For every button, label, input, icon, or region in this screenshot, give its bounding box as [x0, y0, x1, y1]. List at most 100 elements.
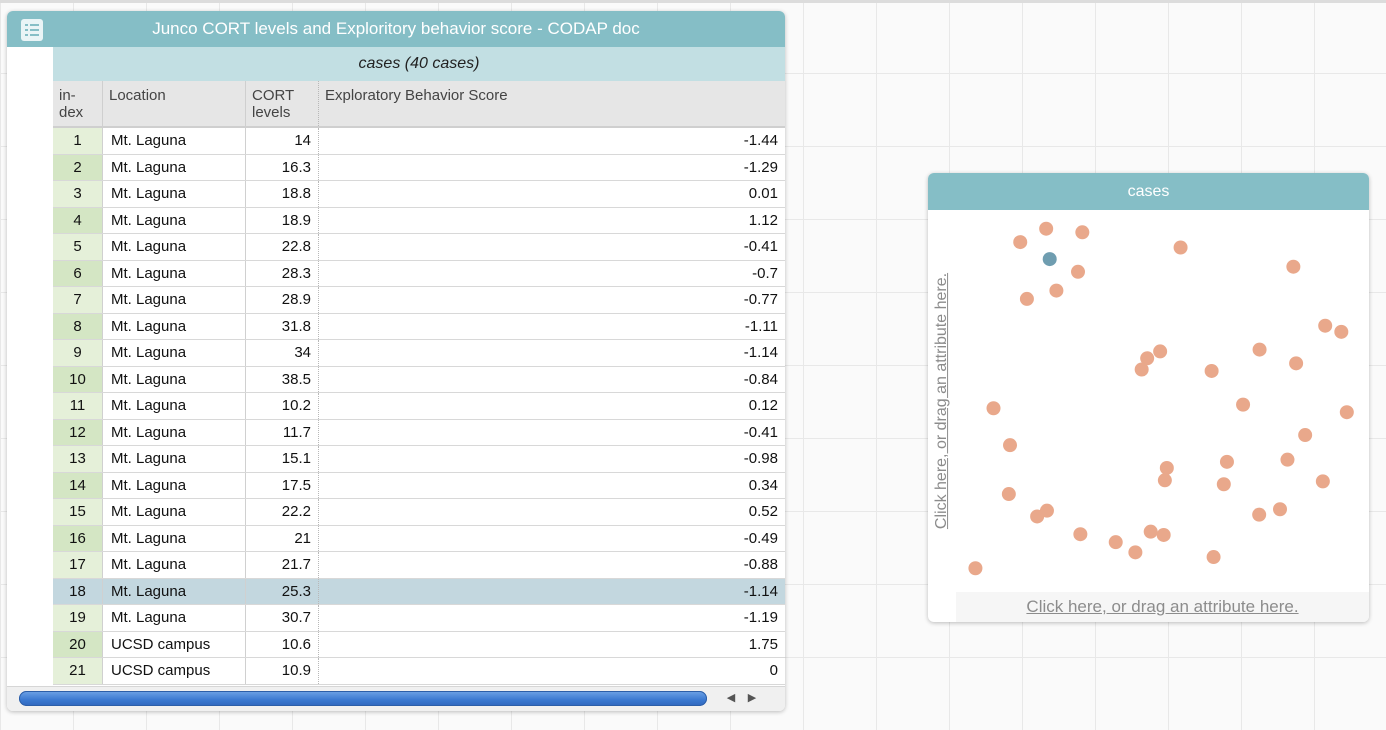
column-header-location[interactable]: Location [103, 81, 246, 126]
row-index-cell[interactable]: 16 [53, 525, 103, 551]
location-cell[interactable]: Mt. Laguna [103, 287, 246, 313]
exploratory-score-cell[interactable]: 1.75 [748, 635, 778, 653]
data-point[interactable] [1273, 502, 1288, 517]
cort-levels-cell[interactable]: 10.6 [246, 631, 319, 657]
y-axis-drop-zone[interactable]: Click here, or drag an attribute here. [928, 210, 956, 592]
exploratory-score-cell[interactable]: 0.01 [748, 185, 778, 203]
data-point[interactable] [1204, 363, 1219, 378]
data-point[interactable] [1001, 487, 1016, 502]
row-index-cell[interactable]: 4 [53, 207, 103, 233]
location-cell[interactable]: Mt. Laguna [103, 578, 246, 604]
data-point[interactable] [1134, 362, 1149, 377]
table-row[interactable]: 17 Mt. Laguna 21.7 -0.88 [53, 552, 785, 579]
cort-levels-cell[interactable]: 28.3 [246, 260, 319, 286]
case-grid[interactable]: cases (40 cases) in- dex Location CORT l… [53, 47, 785, 687]
data-point[interactable] [1108, 535, 1123, 550]
location-cell[interactable]: Mt. Laguna [103, 154, 246, 180]
cort-levels-cell[interactable]: 30.7 [246, 605, 319, 631]
cort-levels-cell[interactable]: 18.9 [246, 207, 319, 233]
data-point[interactable] [1073, 527, 1088, 542]
exploratory-score-cell[interactable]: -1.29 [743, 158, 778, 176]
data-point[interactable] [1219, 454, 1234, 469]
cort-levels-cell[interactable]: 22.8 [246, 234, 319, 260]
row-index-cell[interactable]: 20 [53, 631, 103, 657]
data-point[interactable] [1334, 324, 1349, 339]
data-point[interactable] [986, 401, 1001, 416]
table-row[interactable]: 11 Mt. Laguna 10.2 0.12 [53, 393, 785, 420]
exploratory-score-cell[interactable]: -1.44 [743, 132, 778, 150]
table-row[interactable]: 18 Mt. Laguna 25.3 -1.14 [53, 578, 785, 605]
row-index-cell[interactable]: 13 [53, 446, 103, 472]
exploratory-score-cell[interactable]: 1.12 [748, 211, 778, 229]
cort-levels-cell[interactable]: 28.9 [246, 287, 319, 313]
exploratory-score-cell[interactable]: -0.7 [752, 264, 778, 282]
cort-levels-cell[interactable]: 16.3 [246, 154, 319, 180]
cort-levels-cell[interactable]: 11.7 [246, 419, 319, 445]
exploratory-score-cell[interactable]: -0.77 [743, 291, 778, 309]
scatter-plot-area[interactable] [956, 210, 1369, 592]
location-cell[interactable]: Mt. Laguna [103, 393, 246, 419]
location-cell[interactable]: UCSD campus [103, 631, 246, 657]
table-row[interactable]: 7 Mt. Laguna 28.9 -0.77 [53, 287, 785, 314]
graph-window[interactable]: cases Click here, or drag an attribute h… [928, 173, 1369, 622]
table-row[interactable]: 5 Mt. Laguna 22.8 -0.41 [53, 234, 785, 261]
row-index-cell[interactable]: 19 [53, 605, 103, 631]
cort-levels-cell[interactable]: 14 [246, 128, 319, 154]
table-row[interactable]: 9 Mt. Laguna 34 -1.14 [53, 340, 785, 367]
row-index-cell[interactable]: 9 [53, 340, 103, 366]
location-cell[interactable]: Mt. Laguna [103, 260, 246, 286]
data-point[interactable] [1071, 264, 1086, 279]
row-index-cell[interactable]: 2 [53, 154, 103, 180]
case-table-titlebar[interactable]: Junco CORT levels and Exploritory behavi… [7, 11, 785, 47]
cort-levels-cell[interactable]: 21.7 [246, 552, 319, 578]
location-cell[interactable]: Mt. Laguna [103, 605, 246, 631]
data-point[interactable] [1039, 221, 1054, 236]
table-row[interactable]: 3 Mt. Laguna 18.8 0.01 [53, 181, 785, 208]
cort-levels-cell[interactable]: 21 [246, 525, 319, 551]
cort-levels-cell[interactable]: 22.2 [246, 499, 319, 525]
exploratory-score-cell[interactable]: 0 [769, 662, 778, 680]
exploratory-score-cell[interactable]: -1.11 [744, 317, 778, 335]
data-point[interactable] [1289, 356, 1304, 371]
location-cell[interactable]: Mt. Laguna [103, 525, 246, 551]
row-index-cell[interactable]: 17 [53, 552, 103, 578]
cort-levels-cell[interactable]: 17.5 [246, 472, 319, 498]
data-point[interactable] [1216, 477, 1231, 492]
horizontal-scrollbar[interactable]: ◀ ▶ [7, 686, 785, 711]
location-cell[interactable]: Mt. Laguna [103, 234, 246, 260]
exploratory-score-cell[interactable]: -1.14 [743, 344, 778, 362]
data-point[interactable] [1318, 318, 1333, 333]
data-point[interactable] [1153, 344, 1168, 359]
location-cell[interactable]: UCSD campus [103, 658, 246, 684]
column-header-cort-levels[interactable]: CORT levels [246, 81, 319, 126]
data-point[interactable] [1143, 524, 1158, 539]
data-point[interactable] [1013, 235, 1028, 250]
data-point[interactable] [1339, 405, 1354, 420]
row-index-cell[interactable]: 3 [53, 181, 103, 207]
table-row[interactable]: 2 Mt. Laguna 16.3 -1.29 [53, 154, 785, 181]
row-index-cell[interactable]: 18 [53, 578, 103, 604]
scroll-right-arrow-icon[interactable]: ▶ [747, 692, 757, 704]
table-row[interactable]: 16 Mt. Laguna 21 -0.49 [53, 525, 785, 552]
data-point[interactable] [1140, 351, 1155, 366]
x-axis-prompt[interactable]: Click here, or drag an attribute here. [1026, 597, 1299, 616]
location-cell[interactable]: Mt. Laguna [103, 313, 246, 339]
table-row[interactable]: 20 UCSD campus 10.6 1.75 [53, 631, 785, 658]
row-index-cell[interactable]: 8 [53, 313, 103, 339]
x-axis-drop-zone[interactable]: Click here, or drag an attribute here. [956, 592, 1369, 622]
location-cell[interactable]: Mt. Laguna [103, 340, 246, 366]
scrollbar-thumb[interactable] [19, 691, 707, 706]
exploratory-score-cell[interactable]: -0.41 [743, 423, 778, 441]
row-index-cell[interactable]: 5 [53, 234, 103, 260]
data-point[interactable] [1019, 291, 1034, 306]
data-point[interactable] [1173, 240, 1188, 255]
row-index-cell[interactable]: 14 [53, 472, 103, 498]
column-header-index[interactable]: in- dex [53, 81, 103, 126]
location-cell[interactable]: Mt. Laguna [103, 419, 246, 445]
exploratory-score-cell[interactable]: 0.12 [748, 397, 778, 415]
data-point[interactable] [968, 561, 983, 576]
location-cell[interactable]: Mt. Laguna [103, 552, 246, 578]
exploratory-score-cell[interactable]: -0.49 [743, 529, 778, 547]
location-cell[interactable]: Mt. Laguna [103, 128, 246, 154]
table-row[interactable]: 13 Mt. Laguna 15.1 -0.98 [53, 446, 785, 473]
